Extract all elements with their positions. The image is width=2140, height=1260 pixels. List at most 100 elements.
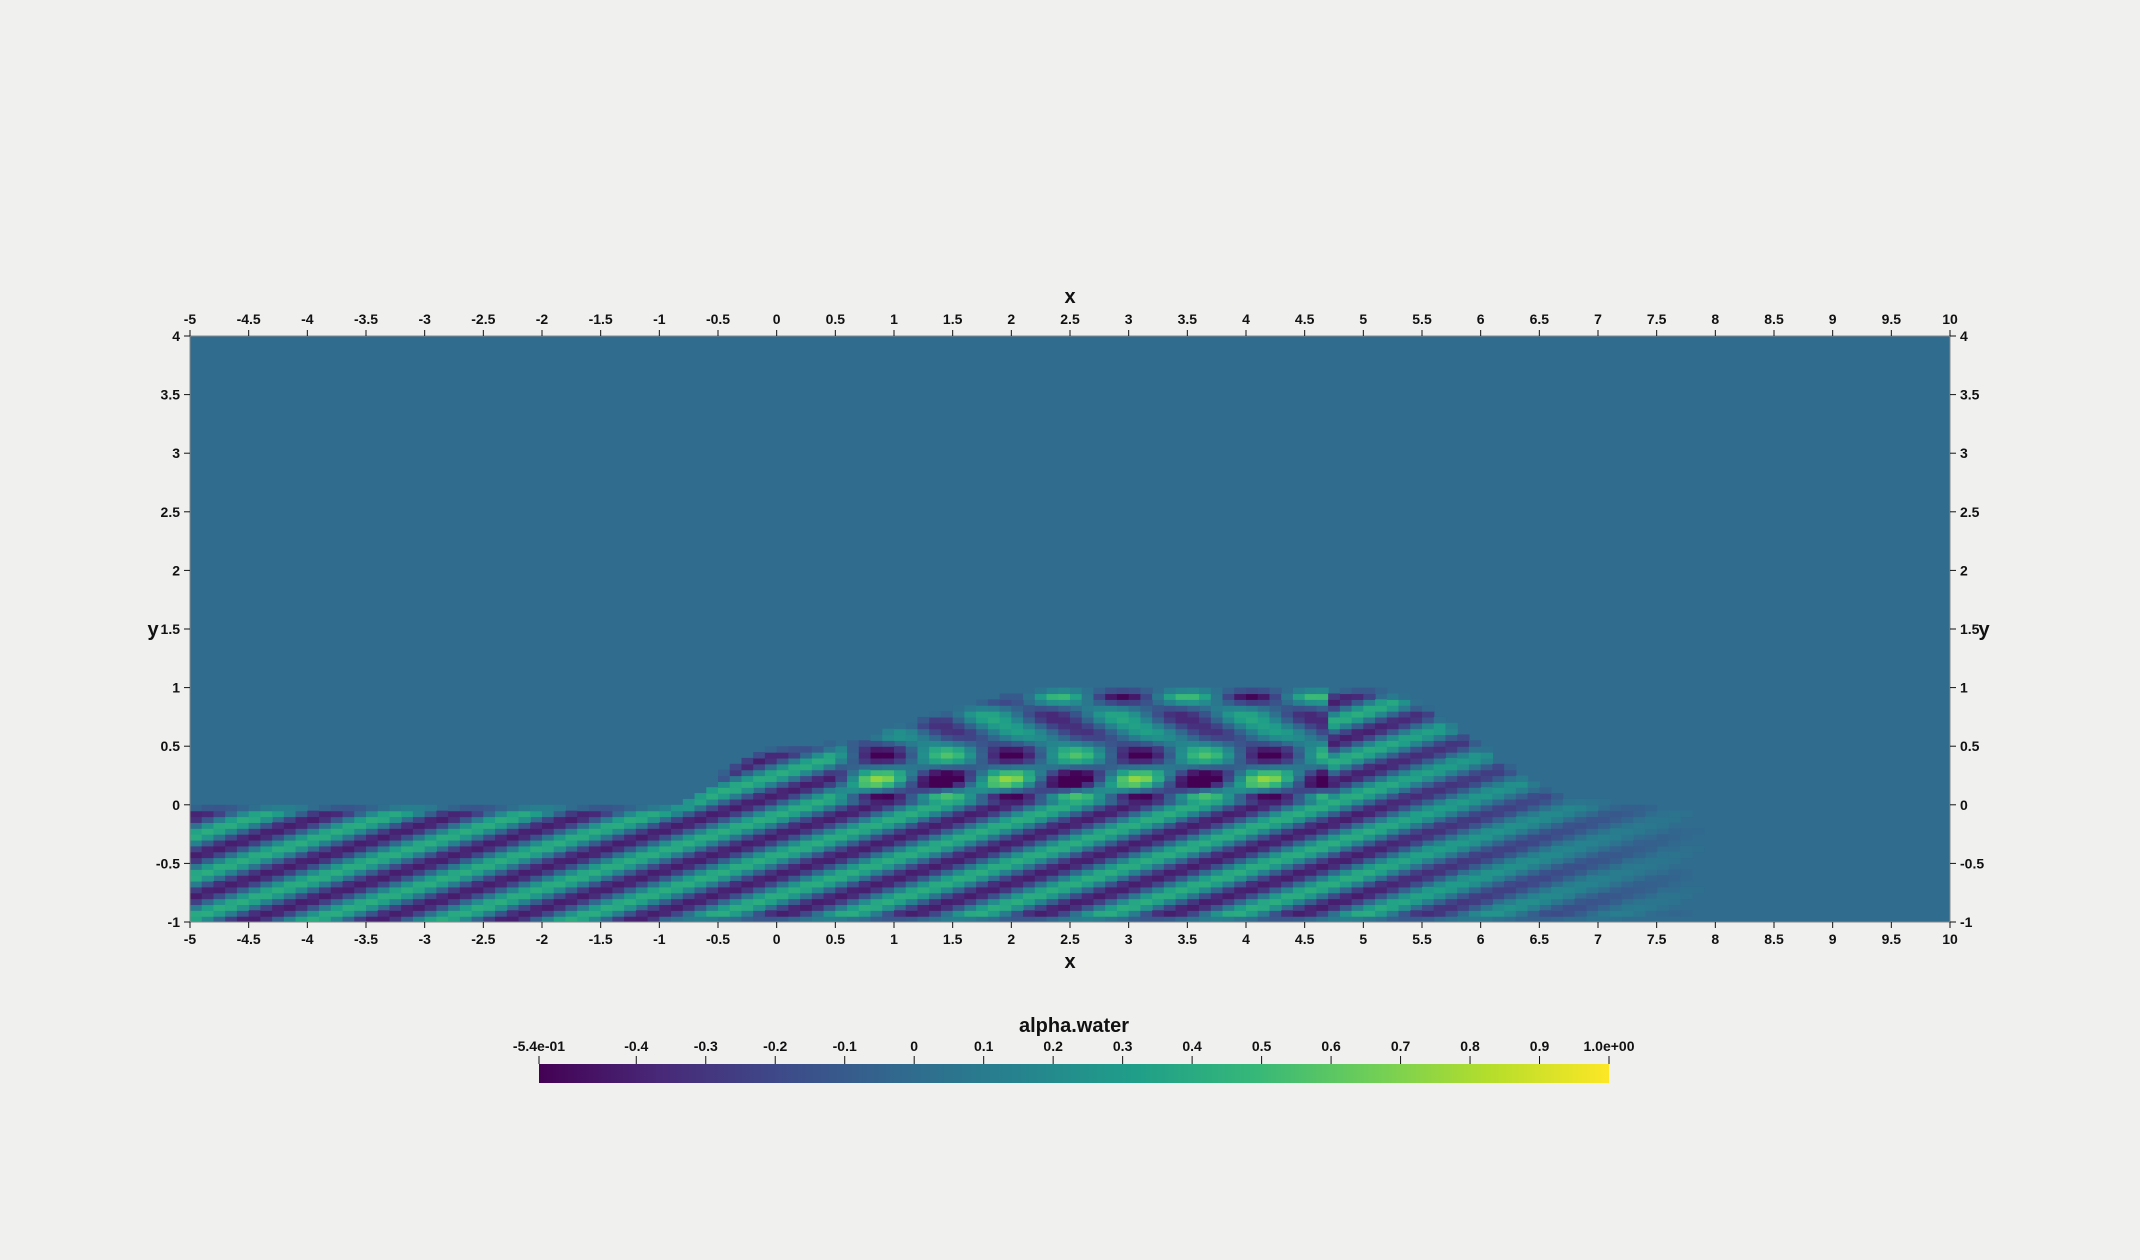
field-cell — [1222, 687, 1235, 695]
x-tick-label-bottom: 1 — [890, 931, 898, 947]
field-cell — [1339, 746, 1353, 753]
field-cell — [682, 851, 696, 859]
field-cell — [1105, 763, 1118, 771]
field-cell — [987, 793, 1001, 800]
field-cell — [940, 892, 954, 900]
field-cell — [987, 728, 1001, 736]
field-cell — [1246, 687, 1259, 695]
field-cell — [1539, 798, 1552, 806]
field-cell — [1175, 746, 1188, 753]
field-cell — [776, 834, 789, 841]
field-cell — [1210, 898, 1224, 906]
field-cell — [412, 845, 426, 853]
field-cell — [1363, 746, 1376, 753]
field-cell — [1152, 716, 1165, 724]
field-cell — [1187, 910, 1200, 917]
field-cell — [1046, 863, 1059, 870]
field-cell — [1140, 875, 1153, 882]
field-cell — [272, 898, 285, 906]
field-cell — [1422, 705, 1435, 712]
field-cell — [1468, 740, 1482, 747]
field-cell — [1316, 910, 1329, 917]
field-cell — [1116, 687, 1130, 695]
field-cell — [1633, 804, 1646, 812]
field-cell — [1316, 886, 1329, 894]
field-cell — [225, 910, 238, 917]
field-cell — [1292, 769, 1306, 777]
field-cell — [1034, 687, 1048, 695]
field-cell — [858, 886, 872, 894]
field-cell — [1422, 886, 1435, 894]
field-cell — [1034, 793, 1048, 800]
field-cell — [1656, 910, 1669, 917]
field-cell — [1034, 734, 1048, 741]
field-cell — [1351, 699, 1364, 706]
field-cell — [952, 734, 965, 741]
field-cell — [1046, 810, 1059, 818]
field-cell — [788, 746, 801, 753]
field-cell — [1034, 705, 1048, 712]
field-cell — [647, 845, 660, 853]
x-tick-label-top: 4.5 — [1295, 311, 1315, 327]
field-cell — [858, 904, 872, 911]
x-tick-label-top: 10 — [1942, 311, 1958, 327]
field-cell — [964, 705, 977, 712]
field-cell — [565, 828, 578, 835]
field-cell — [213, 904, 226, 911]
field-cell — [1609, 804, 1623, 812]
field-cell — [1175, 705, 1188, 712]
field-cell — [764, 810, 778, 818]
field-cell — [1163, 892, 1177, 900]
field-cell — [952, 740, 965, 747]
field-cell — [1269, 863, 1282, 870]
field-cell — [1339, 687, 1353, 695]
field-cell — [1058, 787, 1071, 794]
field-cell — [577, 851, 590, 859]
x-tick-label-top: -2 — [536, 311, 549, 327]
field-cell — [1023, 810, 1036, 818]
field-cell — [342, 916, 355, 922]
field-cell — [1128, 916, 1141, 922]
field-cell — [248, 898, 261, 906]
field-cell — [1328, 886, 1341, 894]
field-cell — [1199, 880, 1212, 888]
field-cell — [1257, 839, 1271, 847]
field-cell — [401, 839, 414, 847]
field-cell — [1422, 863, 1435, 870]
field-cell — [1187, 781, 1200, 788]
field-cell — [811, 793, 825, 800]
field-cell — [248, 822, 261, 829]
field-cell — [1375, 804, 1388, 812]
field-cell — [1105, 880, 1118, 888]
field-cell — [776, 857, 789, 864]
field-cell — [1152, 851, 1165, 859]
field-cell — [1269, 757, 1282, 765]
field-cell — [1058, 828, 1071, 835]
field-cell — [377, 880, 391, 888]
field-cell — [1058, 734, 1071, 741]
field-cell — [1175, 839, 1188, 847]
field-cell — [1199, 804, 1212, 812]
field-cell — [389, 834, 402, 841]
field-cell — [530, 886, 543, 894]
field-cell — [635, 851, 649, 859]
field-cell — [870, 828, 883, 835]
field-cell — [1116, 793, 1130, 800]
field-cell — [764, 892, 778, 900]
field-cell — [1105, 798, 1118, 806]
field-cell — [929, 857, 942, 864]
field-cell — [1070, 711, 1083, 718]
field-cell — [718, 775, 731, 782]
field-cell — [835, 880, 848, 888]
field-cell — [1339, 880, 1353, 888]
field-cell — [905, 740, 919, 747]
field-cell — [201, 869, 215, 876]
field-cell — [1457, 898, 1470, 906]
field-cell — [882, 740, 895, 747]
field-cell — [236, 857, 250, 864]
field-cell — [366, 863, 379, 870]
field-cell — [1246, 904, 1259, 911]
field-cell — [319, 892, 332, 900]
field-cell — [248, 916, 261, 922]
field-cell — [694, 898, 707, 906]
